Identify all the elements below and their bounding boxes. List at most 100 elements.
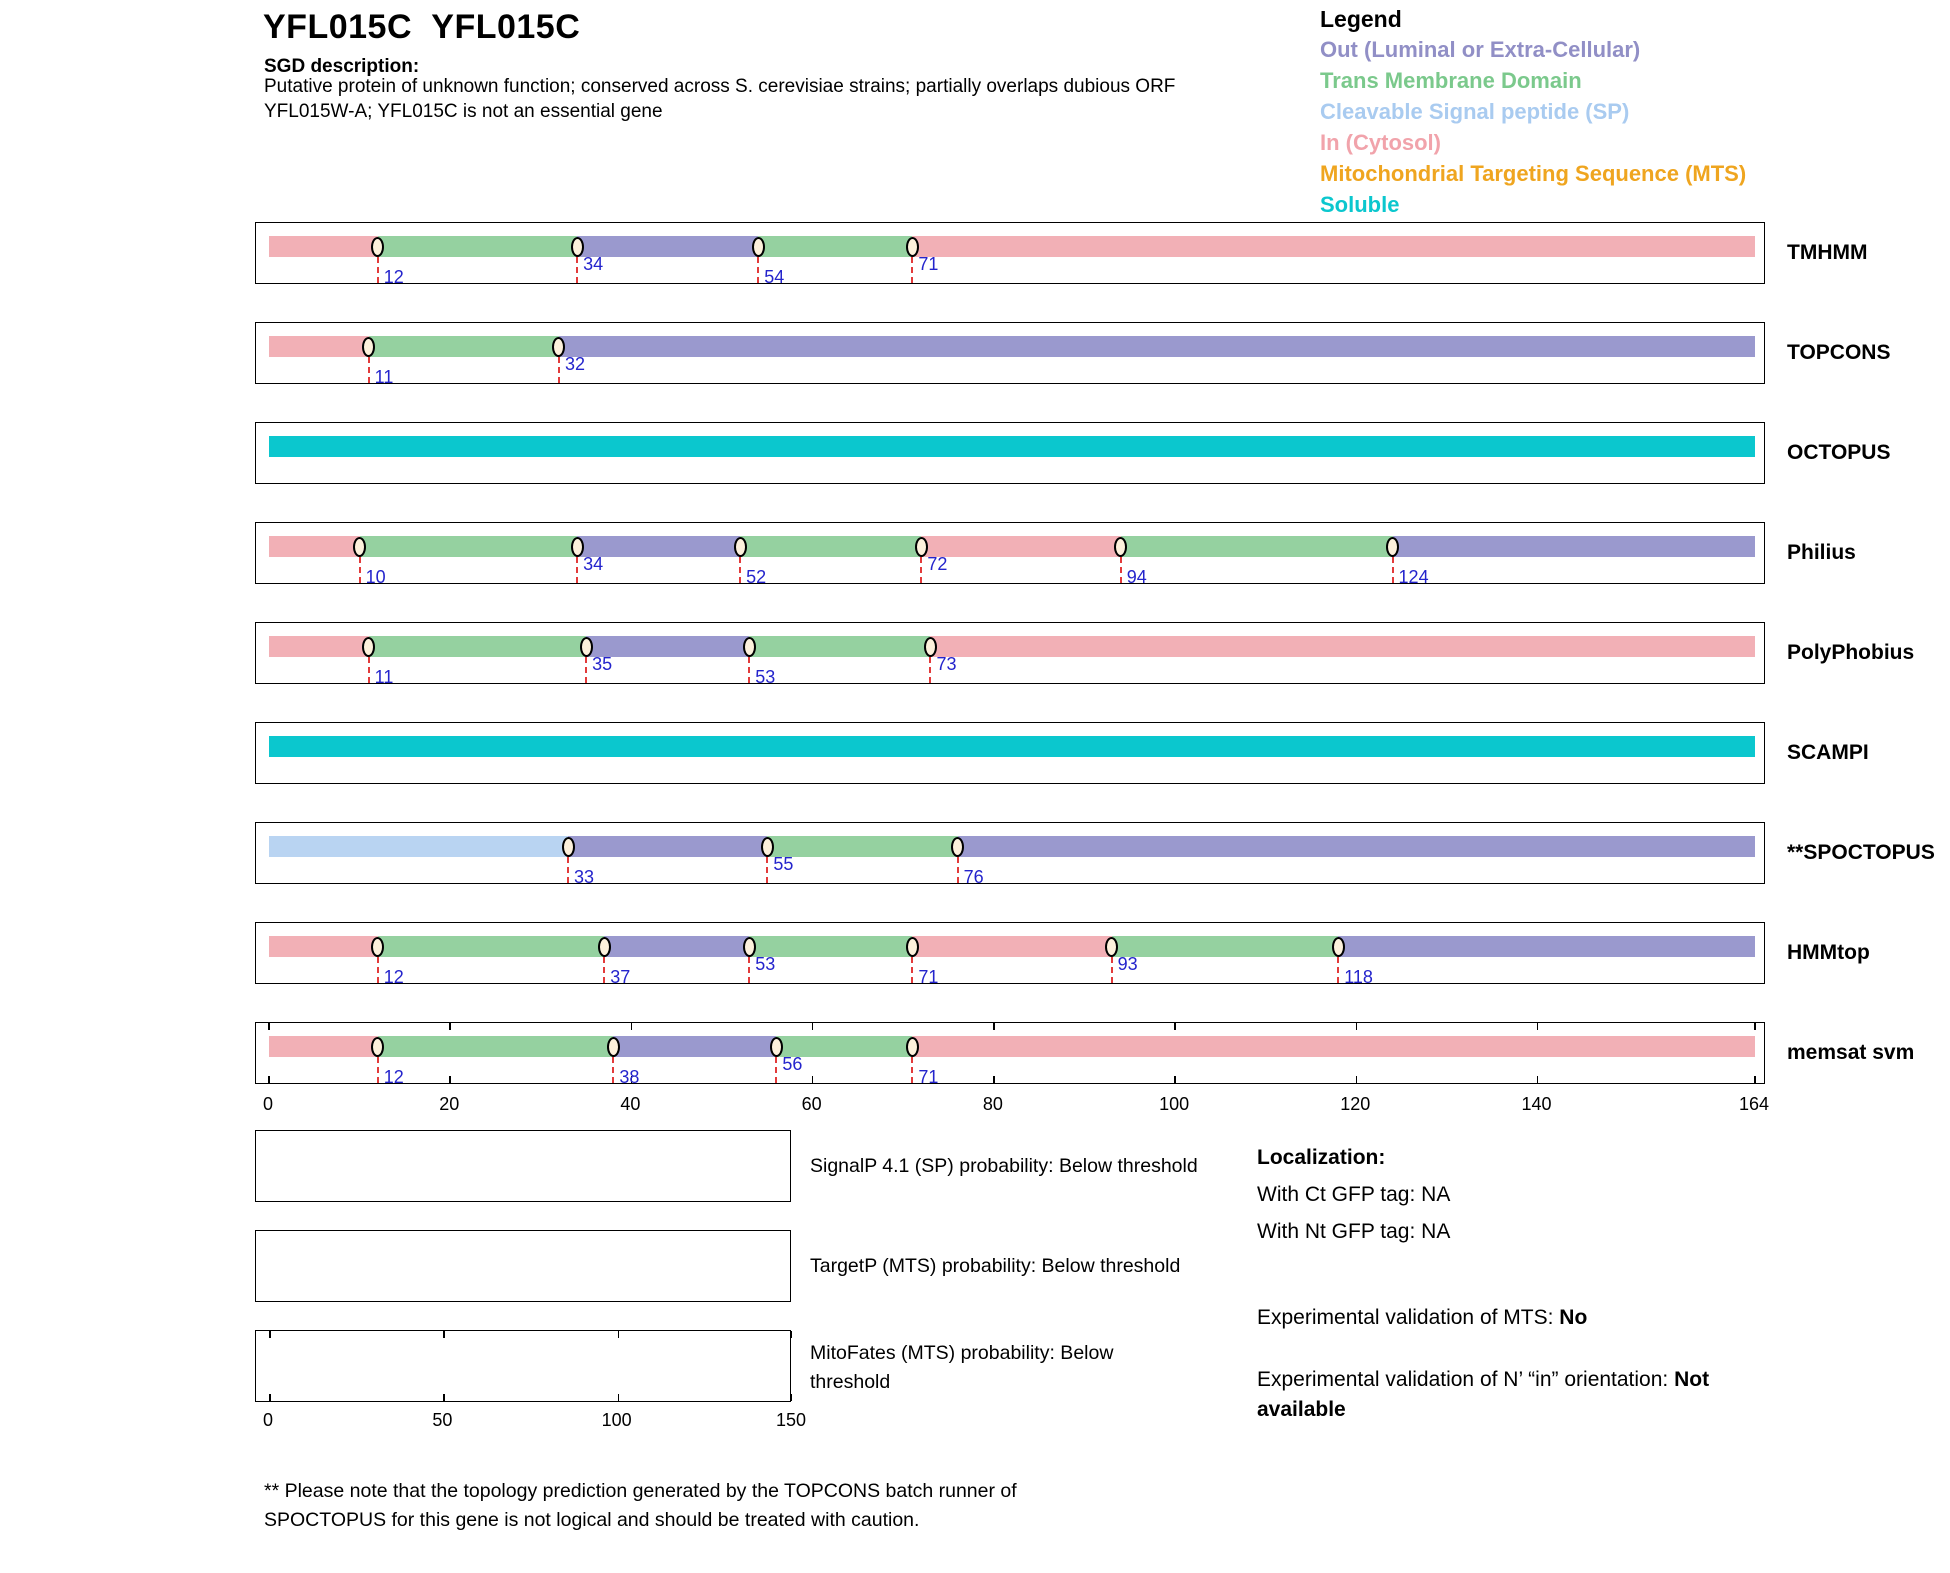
boundary-number: 11 bbox=[374, 667, 394, 687]
boundary-marker bbox=[561, 836, 575, 857]
boundary-line bbox=[920, 546, 923, 583]
prob-axis-tick-top bbox=[790, 1331, 792, 1338]
track-label-octopus: OCTOPUS bbox=[1787, 441, 1891, 464]
residue-axis-label: 80 bbox=[982, 1094, 1003, 1114]
track-segment-out bbox=[586, 636, 750, 657]
boundary-line bbox=[1337, 946, 1340, 983]
axis-tick-bottom bbox=[811, 1076, 814, 1083]
orientation-validation-line2: available bbox=[1257, 1398, 1346, 1421]
boundary-marker bbox=[923, 636, 937, 657]
axis-tick-bottom bbox=[449, 1076, 451, 1083]
axis-tick-top bbox=[993, 1023, 995, 1030]
residue-axis-label: 0 bbox=[262, 1094, 274, 1114]
prob-axis-tick-top bbox=[269, 1331, 271, 1338]
boundary-line bbox=[1110, 946, 1113, 983]
probability-caption-mitofates-line2: threshold bbox=[810, 1371, 891, 1393]
boundary-number: 32 bbox=[564, 354, 585, 374]
track-segment-out bbox=[1392, 536, 1755, 557]
prob-axis-label: 50 bbox=[432, 1410, 453, 1430]
boundary-marker bbox=[905, 236, 919, 257]
boundary-line bbox=[766, 846, 769, 883]
axis-tick-bottom bbox=[1754, 1076, 1756, 1083]
track-box-scampi bbox=[255, 722, 1765, 784]
legend-heading: Legend bbox=[1320, 6, 1402, 32]
track-segment-sp bbox=[269, 836, 568, 857]
boundary-line bbox=[748, 646, 751, 683]
boundary-number: 10 bbox=[365, 567, 386, 587]
track-box-polyphobius: 11 35 53 73 bbox=[255, 622, 1765, 687]
track-label-polyphobius: PolyPhobius bbox=[1787, 641, 1915, 664]
boundary-number: 34 bbox=[583, 554, 604, 574]
sgd-description-heading: SGD description: bbox=[264, 56, 420, 77]
probability-caption-mitofates-line1: MitoFates (MTS) probability: Below bbox=[810, 1342, 1114, 1364]
track-segment-out bbox=[568, 836, 768, 857]
mts-validation-value: No bbox=[1559, 1306, 1588, 1329]
prob-axis-tick-top bbox=[443, 1331, 445, 1338]
boundary-marker bbox=[905, 1036, 919, 1057]
track-segment-out bbox=[604, 936, 750, 957]
boundary-marker bbox=[751, 236, 765, 257]
track-box-memsat-svm: 12 38 56 71 bbox=[255, 1022, 1765, 1087]
boundary-number: 124 bbox=[1398, 567, 1429, 587]
track-label-tmhmm: TMHMM bbox=[1787, 241, 1868, 264]
probability-box-mitofates bbox=[255, 1330, 792, 1402]
axis-tick-top bbox=[449, 1023, 451, 1030]
boundary-line bbox=[376, 246, 379, 283]
boundary-line bbox=[1119, 546, 1122, 583]
axis-tick-bottom bbox=[268, 1076, 270, 1083]
boundary-line bbox=[376, 946, 379, 983]
boundary-marker bbox=[1386, 536, 1400, 557]
boundary-line bbox=[376, 1046, 379, 1083]
boundary-line bbox=[567, 846, 569, 883]
track-segment-in bbox=[912, 936, 1112, 957]
legend-item-mts: Mitochondrial Targeting Sequence (MTS) bbox=[1320, 161, 1747, 186]
boundary-number: 72 bbox=[927, 554, 948, 574]
boundary-number: 53 bbox=[755, 954, 776, 974]
axis-tick-top bbox=[811, 1023, 814, 1030]
track-label-memsat-svm: memsat svm bbox=[1787, 1041, 1915, 1064]
track-segment-in bbox=[930, 636, 1755, 657]
boundary-line bbox=[748, 946, 751, 983]
axis-tick-top bbox=[1536, 1023, 1539, 1030]
boundary-line bbox=[576, 246, 579, 283]
boundary-line bbox=[585, 646, 588, 683]
boundary-line bbox=[1391, 546, 1394, 583]
axis-tick-bottom bbox=[1536, 1076, 1539, 1083]
track-label-scampi: SCAMPI bbox=[1787, 741, 1869, 764]
boundary-number: 34 bbox=[583, 254, 604, 274]
track-segment-tm bbox=[749, 636, 931, 657]
prob-axis-label: 150 bbox=[775, 1410, 807, 1430]
boundary-marker bbox=[371, 1036, 385, 1057]
nt-gfp-tag-line: With Nt GFP tag: NA bbox=[1257, 1220, 1451, 1243]
boundary-number: 37 bbox=[610, 967, 631, 987]
footnote-line2: SPOCTOPUS for this gene is not logical a… bbox=[264, 1509, 920, 1531]
legend-item-sp: Cleavable Signal peptide (SP) bbox=[1320, 99, 1630, 124]
track-box--spoctopus: 33 55 76 bbox=[255, 822, 1765, 887]
boundary-marker bbox=[733, 536, 747, 557]
track-segment-tm bbox=[377, 236, 578, 257]
boundary-line bbox=[557, 346, 560, 383]
prob-axis-tick-bottom bbox=[790, 1394, 792, 1401]
boundary-number: 52 bbox=[746, 567, 767, 587]
legend-item-sol: Soluble bbox=[1320, 192, 1400, 217]
track-segment-sol bbox=[269, 736, 1755, 757]
residue-axis-label: 20 bbox=[439, 1094, 460, 1114]
ct-gfp-tag-line: With Ct GFP tag: NA bbox=[1257, 1183, 1451, 1206]
axis-tick-bottom bbox=[1355, 1076, 1358, 1083]
boundary-number: 71 bbox=[918, 1067, 939, 1087]
track-label-topcons: TOPCONS bbox=[1787, 341, 1891, 364]
track-segment-sol bbox=[269, 436, 1755, 457]
boundary-marker bbox=[552, 336, 566, 357]
prob-axis-tick-bottom bbox=[617, 1394, 620, 1401]
prob-axis-label: 0 bbox=[262, 1410, 274, 1430]
track-label-philius: Philius bbox=[1787, 541, 1856, 564]
track-segment-tm bbox=[1111, 936, 1339, 957]
boundary-line bbox=[757, 246, 760, 283]
boundary-number: 35 bbox=[592, 654, 613, 674]
track-segment-out bbox=[957, 836, 1755, 857]
boundary-marker bbox=[951, 836, 965, 857]
legend-item-in: In (Cytosol) bbox=[1320, 130, 1441, 155]
mts-validation-line: Experimental validation of MTS: No bbox=[1257, 1306, 1587, 1330]
boundary-number: 73 bbox=[936, 654, 957, 674]
